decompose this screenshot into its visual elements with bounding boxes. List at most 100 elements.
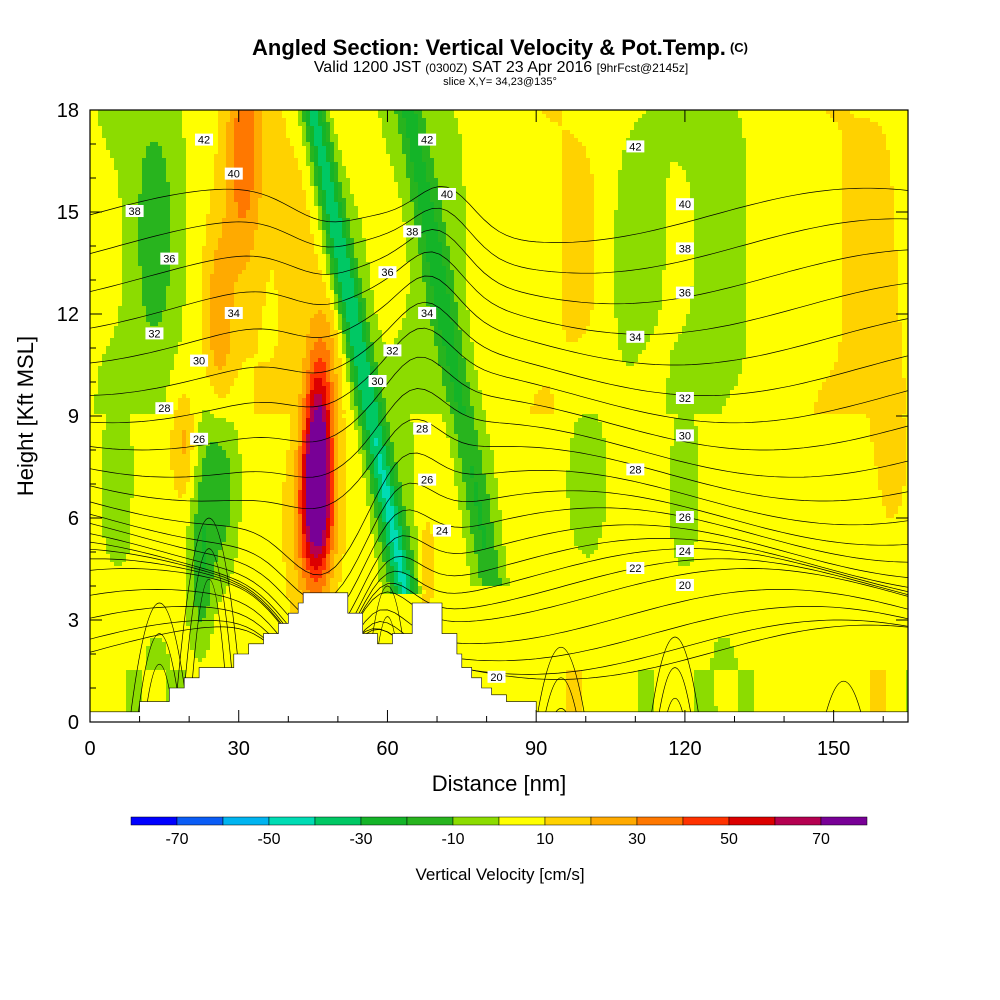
y-tick-label: 18 (57, 100, 79, 122)
colorbar-title: Vertical Velocity [cm/s] (415, 865, 584, 884)
velocity-field (90, 110, 911, 723)
contour-label: 32 (676, 392, 694, 405)
colorbar-tick-label: 50 (720, 831, 738, 848)
y-tick-label: 3 (68, 610, 79, 632)
contour-label: 24 (676, 545, 694, 558)
colorbar-swatch (223, 817, 269, 825)
contour-label-text: 32 (386, 345, 398, 357)
colorbar-swatch (775, 817, 821, 825)
contour-label: 28 (413, 423, 431, 436)
contour-label: 26 (190, 433, 208, 446)
colorbar-swatch (177, 817, 223, 825)
y-axis-label: Height [Kft MSL] (13, 336, 38, 496)
contour-label: 34 (225, 307, 243, 320)
contour-label-text: 28 (158, 403, 170, 415)
contour-label: 42 (418, 134, 436, 147)
contour-label-text: 32 (679, 393, 691, 405)
x-tick-label: 120 (668, 738, 701, 760)
contour-label: 40 (438, 188, 456, 201)
contour-label-text: 26 (421, 475, 433, 487)
contour-label-text: 20 (679, 580, 691, 592)
contour-label-text: 34 (228, 308, 240, 320)
contour-label: 40 (676, 198, 694, 211)
contour-label: 26 (418, 474, 436, 487)
colorbar-tick-label: 10 (536, 831, 554, 848)
contour-label-text: 32 (148, 328, 160, 340)
y-tick-label: 6 (68, 508, 79, 530)
contour-label: 20 (676, 579, 694, 592)
x-tick-label: 60 (376, 738, 398, 760)
contour-label-text: 36 (163, 254, 175, 266)
colorbar-swatch (729, 817, 775, 825)
colorbar-swatch (637, 817, 683, 825)
contour-label-text: 20 (490, 672, 502, 684)
colorbar-tick-label: -30 (349, 831, 372, 848)
contour-label-text: 30 (371, 376, 383, 388)
contour-label: 34 (626, 331, 644, 344)
contour-label-text: 38 (406, 226, 418, 238)
contour-label-text: 30 (679, 430, 691, 442)
colorbar-swatch (453, 817, 499, 825)
x-tick-label: 90 (525, 738, 547, 760)
contour-label: 32 (145, 327, 163, 340)
contour-label: 26 (676, 511, 694, 524)
colorbar-swatch (545, 817, 591, 825)
contour-label: 28 (626, 463, 644, 476)
contour-label-text: 38 (128, 206, 140, 218)
colorbar-swatch (821, 817, 867, 825)
contour-label: 28 (155, 402, 173, 415)
colorbar-tick-label: 30 (628, 831, 646, 848)
contour-label-text: 36 (381, 267, 393, 279)
colorbar-tick-label: -50 (257, 831, 280, 848)
y-tick-label: 9 (68, 406, 79, 428)
contour-label-text: 40 (679, 199, 691, 211)
colorbar-swatch (131, 817, 177, 825)
colorbar-tick-label: -10 (441, 831, 464, 848)
colorbar: -70 -50 -30 -10 10 30 50 70 (131, 817, 867, 848)
contour-label: 42 (195, 134, 213, 147)
contour-label-text: 28 (629, 464, 641, 476)
colorbar-swatch (361, 817, 407, 825)
colorbar-swatch (407, 817, 453, 825)
colorbar-tick-label: 70 (812, 831, 830, 848)
contour-label-text: 24 (679, 546, 691, 558)
contour-label: 20 (488, 671, 506, 684)
contour-label-text: 42 (421, 135, 433, 147)
x-tick-label: 0 (84, 738, 95, 760)
contour-label: 36 (160, 253, 178, 266)
contour-label: 32 (383, 344, 401, 357)
contour-label-text: 26 (193, 434, 205, 446)
y-tick-label: 15 (57, 202, 79, 224)
contour-label-text: 34 (421, 308, 433, 320)
colorbar-swatch (499, 817, 545, 825)
contour-label: 24 (433, 525, 451, 538)
contour-label: 30 (676, 429, 694, 442)
contour-label: 42 (626, 140, 644, 153)
colorbar-swatch (683, 817, 729, 825)
contour-label-text: 22 (629, 563, 641, 575)
contour-label: 36 (378, 266, 396, 279)
contour-label-text: 42 (198, 135, 210, 147)
y-tick-label: 12 (57, 304, 79, 326)
contour-label-text: 30 (193, 356, 205, 368)
contour-label-text: 38 (679, 243, 691, 255)
contour-label-text: 34 (629, 332, 641, 344)
y-tick-label: 0 (68, 712, 79, 734)
contour-label: 30 (369, 375, 387, 388)
colorbar-tick-label: -70 (165, 831, 188, 848)
contour-label-text: 28 (416, 424, 428, 436)
contour-label: 30 (190, 355, 208, 368)
contour-label: 38 (126, 205, 144, 218)
x-axis-label: Distance [nm] (432, 771, 567, 796)
colorbar-swatch (269, 817, 315, 825)
contour-label-text: 26 (679, 512, 691, 524)
x-tick-label: 30 (228, 738, 250, 760)
contour-label: 36 (676, 287, 694, 300)
colorbar-swatch (591, 817, 637, 825)
contour-label-text: 24 (436, 526, 448, 538)
contour-label: 40 (225, 168, 243, 181)
x-tick-label: 150 (817, 738, 850, 760)
contour-label-text: 40 (441, 189, 453, 201)
contour-label: 38 (403, 225, 421, 238)
